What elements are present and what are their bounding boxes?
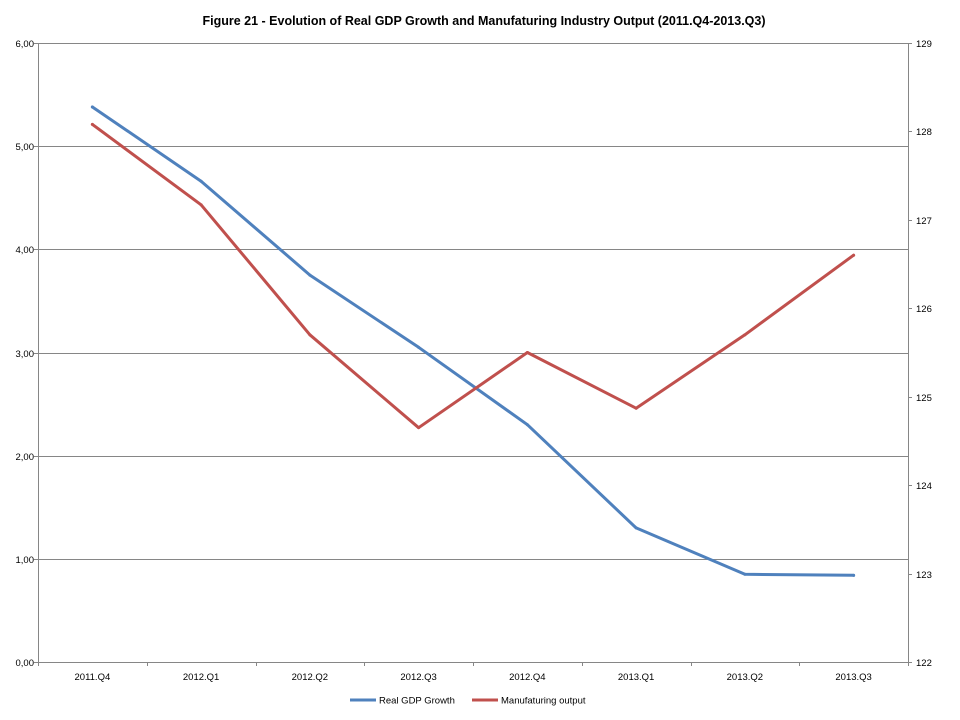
- data-point: [417, 426, 421, 430]
- y-right-tick-label: 127: [916, 216, 932, 227]
- data-point: [852, 573, 856, 577]
- series-lines: [90, 105, 856, 577]
- y-left-tick-label: 4,00: [16, 245, 35, 256]
- x-tick-label: 2013.Q3: [835, 672, 871, 683]
- data-point: [308, 273, 312, 277]
- series-line: [90, 122, 856, 430]
- data-point: [199, 179, 203, 183]
- legend-label: Real GDP Growth: [379, 696, 455, 707]
- y-right-tick-label: 129: [916, 39, 932, 50]
- legend-label: Manufaturing output: [501, 696, 586, 707]
- data-point: [525, 351, 529, 354]
- data-point: [417, 345, 421, 349]
- y-right-tick-label: 124: [916, 481, 932, 492]
- y-left-tick-label: 6,00: [16, 39, 35, 50]
- chart-title: Figure 21 - Evolution of Real GDP Growth…: [202, 14, 765, 28]
- axes: 0,00 1,00 2,00 3,00 4,00 5,00 6,00 122 123 124 125…: [16, 39, 932, 683]
- y-left-tick-label: 1,00: [16, 555, 35, 566]
- x-tick-label: 2012.Q1: [183, 672, 219, 683]
- y-left-tick-label: 2,00: [16, 452, 35, 463]
- y-left-tick-label: 3,00: [16, 349, 35, 360]
- y-right-tick-label: 126: [916, 304, 932, 315]
- y-left-tick-label: 0,00: [16, 658, 35, 669]
- data-point: [634, 406, 638, 410]
- y-right-tick-label: 128: [916, 127, 932, 138]
- data-point: [743, 333, 747, 337]
- data-point: [525, 423, 529, 427]
- data-point: [90, 105, 94, 109]
- series-line: [90, 105, 856, 577]
- x-tick-label: 2013.Q1: [618, 672, 654, 683]
- y-left-tick-label: 5,00: [16, 142, 35, 153]
- x-tick-label: 2011.Q4: [75, 672, 111, 683]
- data-point: [199, 203, 203, 207]
- y-right-tick-label: 122: [916, 658, 932, 669]
- y-right-tick-label: 125: [916, 393, 932, 404]
- data-point: [743, 572, 747, 576]
- data-point: [852, 253, 856, 257]
- x-tick-label: 2012.Q2: [292, 672, 328, 683]
- data-point: [90, 122, 94, 126]
- legend: Real GDP Growth Manufaturing output: [350, 696, 586, 707]
- x-tick-label: 2013.Q2: [727, 672, 763, 683]
- data-point: [634, 526, 638, 530]
- gridlines: [38, 43, 908, 663]
- x-tick-label: 2012.Q4: [509, 672, 545, 683]
- x-tick-label: 2012.Q3: [400, 672, 436, 683]
- data-point: [308, 333, 312, 337]
- y-right-tick-label: 123: [916, 570, 932, 581]
